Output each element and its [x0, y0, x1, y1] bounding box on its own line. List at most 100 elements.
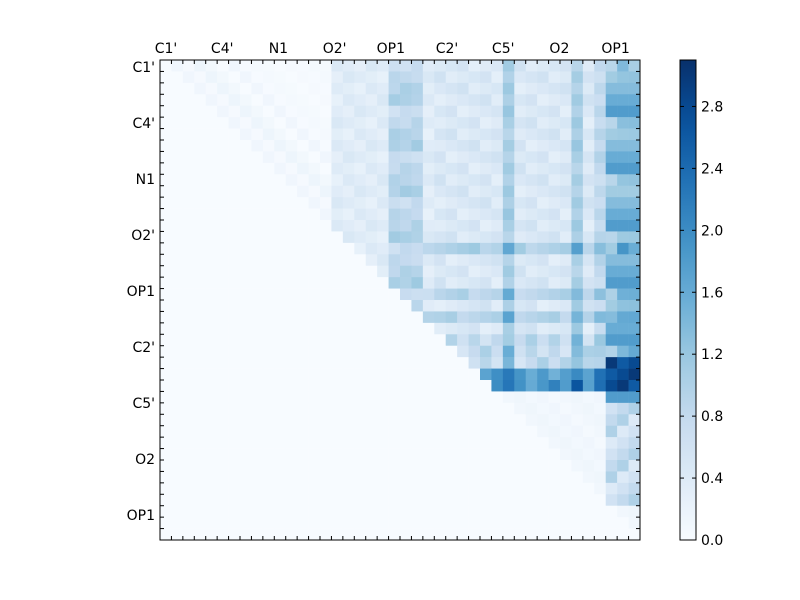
heatmap-cell	[468, 231, 481, 244]
heatmap-cell	[331, 117, 344, 129]
heatmap-cell	[205, 402, 218, 415]
heatmap-cell	[628, 425, 641, 438]
heatmap-cell	[217, 345, 229, 358]
heatmap-cell	[194, 334, 207, 347]
heatmap-cell	[331, 391, 344, 404]
heatmap-cell	[457, 471, 469, 484]
heatmap-cell	[617, 185, 629, 198]
heatmap-cell	[411, 151, 424, 164]
heatmap-cell	[240, 208, 252, 221]
heatmap-cell	[194, 71, 207, 84]
heatmap-cell	[251, 334, 264, 347]
heatmap-cell	[274, 151, 287, 164]
heatmap-cell	[411, 505, 424, 518]
heatmap-cell	[228, 391, 241, 404]
heatmap-cell	[194, 197, 207, 209]
heatmap-cell	[434, 162, 447, 175]
heatmap-cell	[262, 82, 275, 95]
heatmap-cell	[160, 231, 172, 244]
heatmap-cell	[491, 482, 504, 495]
heatmap-cell	[514, 265, 527, 278]
heatmap-cell	[537, 482, 549, 495]
heatmap-cell	[445, 265, 458, 278]
heatmap-cell	[308, 391, 321, 404]
heatmap-cell	[377, 105, 389, 118]
heatmap-cell	[194, 368, 207, 381]
heatmap-cell	[297, 197, 309, 209]
heatmap-cell	[605, 128, 618, 141]
heatmap-cell	[400, 437, 412, 449]
heatmap-cell	[205, 505, 218, 518]
heatmap-cell	[377, 231, 389, 244]
heatmap-cell	[422, 140, 435, 152]
heatmap-cell	[308, 185, 321, 198]
heatmap-cell	[502, 345, 515, 358]
heatmap-cell	[354, 414, 367, 427]
heatmap-cell	[217, 60, 229, 72]
heatmap-cell	[320, 162, 332, 175]
heatmap-cell	[342, 82, 355, 95]
heatmap-cell	[514, 437, 527, 449]
heatmap-cell	[422, 220, 435, 232]
heatmap-cell	[594, 220, 607, 232]
heatmap-cell	[571, 391, 584, 404]
heatmap-cell	[434, 174, 447, 187]
heatmap-cell	[537, 425, 549, 438]
heatmap-cell	[274, 71, 287, 84]
heatmap-cell	[537, 517, 549, 529]
heatmap-cell	[468, 174, 481, 187]
heatmap-cell	[400, 288, 412, 301]
heatmap-cell	[228, 471, 241, 484]
heatmap-cell	[605, 265, 618, 278]
heatmap-cell	[560, 505, 572, 518]
x-tick-label: OP1	[601, 41, 629, 57]
heatmap-cell	[445, 220, 458, 232]
heatmap-cell	[228, 105, 241, 118]
heatmap-cell	[628, 242, 641, 255]
heatmap-cell	[331, 460, 344, 472]
heatmap-cell	[285, 185, 298, 198]
heatmap-cell	[617, 140, 629, 152]
heatmap-cell	[354, 368, 367, 381]
heatmap-cell	[502, 117, 515, 129]
heatmap-cell	[411, 82, 424, 95]
heatmap-cell	[365, 174, 378, 187]
heatmap-cell	[571, 242, 584, 255]
heatmap-cell	[468, 242, 481, 255]
heatmap-cell	[411, 517, 424, 529]
heatmap-cell	[377, 494, 389, 507]
heatmap-cell	[480, 482, 492, 495]
heatmap-cell	[297, 231, 309, 244]
heatmap-cell	[571, 517, 584, 529]
heatmap-cell	[205, 300, 218, 312]
heatmap-cell	[160, 94, 172, 107]
heatmap-cell	[308, 471, 321, 484]
heatmap-cell	[365, 162, 378, 175]
heatmap-cell	[331, 231, 344, 244]
heatmap-cell	[537, 494, 549, 507]
heatmap-cell	[514, 71, 527, 84]
heatmap-cell	[160, 357, 172, 369]
heatmap-cell	[560, 174, 572, 187]
heatmap-cell	[320, 402, 332, 415]
heatmap-cell	[594, 208, 607, 221]
heatmap-cell	[171, 391, 184, 404]
heatmap-cell	[514, 231, 527, 244]
heatmap-cell	[434, 82, 447, 95]
heatmap-cell	[194, 425, 207, 438]
heatmap-cell	[400, 105, 412, 118]
x-tick-label: C5'	[492, 41, 515, 57]
heatmap-cell	[331, 437, 344, 449]
heatmap-cell	[411, 425, 424, 438]
heatmap-cell	[434, 128, 447, 141]
heatmap-cell	[274, 357, 287, 369]
heatmap-cell	[617, 231, 629, 244]
heatmap-cell	[308, 277, 321, 289]
heatmap-cell	[240, 94, 252, 107]
heatmap-cell	[594, 185, 607, 198]
heatmap-cell	[354, 151, 367, 164]
heatmap-cell	[514, 254, 527, 267]
heatmap-cell	[628, 402, 641, 415]
heatmap-cell	[548, 185, 561, 198]
heatmap-cell	[468, 494, 481, 507]
